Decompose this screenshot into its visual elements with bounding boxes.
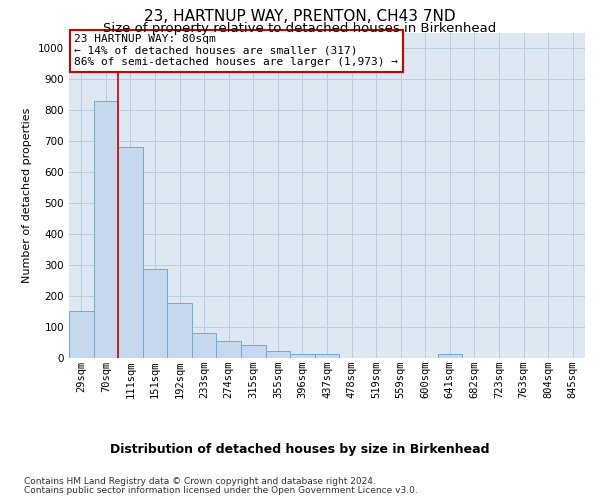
- Bar: [290, 354, 315, 358]
- Bar: [118, 147, 143, 358]
- Bar: [94, 101, 118, 357]
- Text: Distribution of detached houses by size in Birkenhead: Distribution of detached houses by size …: [110, 442, 490, 456]
- Bar: [437, 354, 462, 358]
- Y-axis label: Number of detached properties: Number of detached properties: [22, 108, 32, 282]
- Text: Contains HM Land Registry data © Crown copyright and database right 2024.: Contains HM Land Registry data © Crown c…: [24, 477, 376, 486]
- Text: 23 HARTNUP WAY: 80sqm
← 14% of detached houses are smaller (317)
86% of semi-det: 23 HARTNUP WAY: 80sqm ← 14% of detached …: [74, 34, 398, 68]
- Bar: [315, 354, 339, 358]
- Bar: [241, 344, 266, 358]
- Bar: [217, 342, 241, 357]
- Bar: [167, 304, 192, 358]
- Text: 23, HARTNUP WAY, PRENTON, CH43 7ND: 23, HARTNUP WAY, PRENTON, CH43 7ND: [144, 9, 456, 24]
- Text: Size of property relative to detached houses in Birkenhead: Size of property relative to detached ho…: [103, 22, 497, 35]
- Text: Contains public sector information licensed under the Open Government Licence v3: Contains public sector information licen…: [24, 486, 418, 495]
- Bar: [266, 350, 290, 358]
- Bar: [143, 270, 167, 358]
- Bar: [192, 334, 217, 357]
- Bar: [69, 311, 94, 358]
